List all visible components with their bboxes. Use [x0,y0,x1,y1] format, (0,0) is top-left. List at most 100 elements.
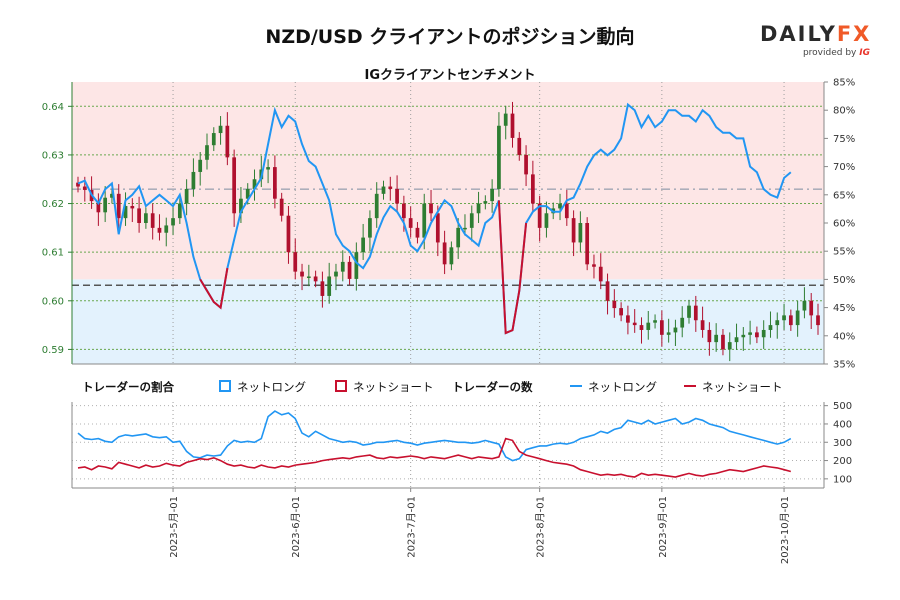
candle-body [157,227,162,233]
candle-body [571,218,576,243]
net-short-count-line [77,437,792,478]
candle-body [422,203,427,238]
long-majority-zone [72,279,824,364]
candle-body [530,174,535,204]
candle-body [727,342,732,350]
candle-body [809,300,814,316]
count-tick-label: 200 [833,456,852,467]
candle-body [103,197,108,213]
percent-tick-label: 50% [833,275,855,286]
candle-body [191,171,196,189]
candle-body [279,198,284,216]
candle-body [320,281,325,296]
candle-body [517,137,522,155]
candle-body [544,213,549,228]
candle-body [361,237,366,253]
percent-tick-label: 85% [833,78,855,89]
candle-body [205,145,209,160]
candle-body [286,215,291,253]
x-tick-label: 2023-9月-01 [657,496,669,558]
candle-body [150,213,155,228]
legend-ratio-short[interactable]: ネットショート [353,380,434,394]
net-short-percent-line [199,267,229,310]
candle-body [598,266,603,282]
candle-body [76,182,80,187]
candle-body [693,305,698,321]
candle-body [123,205,128,219]
legend-ratio-long-swatch [219,380,231,392]
candle-body [490,188,494,202]
candle-body [802,300,807,311]
percent-tick-label: 40% [833,331,855,342]
candle-body [626,315,630,323]
candle-body [354,252,359,279]
legend-count-long[interactable]: ネットロング [588,380,657,394]
candle-body [368,218,372,238]
candle-body [707,329,712,343]
legend-ratio-long[interactable]: ネットロング [237,380,306,394]
candle-body [306,276,311,278]
percent-tick-label: 45% [833,303,855,314]
candle-body [564,203,569,219]
candle-body [510,113,515,138]
candle-body [245,188,250,199]
price-tick-label: 0.62 [42,199,64,210]
candle-body [700,320,705,330]
percent-tick-label: 60% [833,219,855,230]
candle-body [137,208,141,223]
candle-body [144,213,148,223]
logo-text-b: FX [836,22,872,46]
candle-body [171,218,175,226]
candle-body [558,203,562,209]
net-long-percent-line [77,102,792,335]
count-tick-label: 500 [833,401,852,412]
price-tick-label: 0.59 [42,345,64,356]
candle-body [646,322,651,330]
candle-body [456,227,461,248]
candle-body [334,271,338,277]
candle-body [449,247,454,265]
candle-body [687,305,691,318]
trader-count-panel: 100 200 300 400 500 2023-5月-01 2023-6月-01 2023-… [71,401,852,564]
candle-body [605,281,610,301]
candle-body [408,218,413,228]
candle-body [734,337,739,343]
candle-body [381,186,386,194]
candle-body [239,198,243,214]
candle-body [497,125,501,189]
candle-body [266,167,270,170]
legend-ratio-title: トレーダーの割合 [82,380,174,394]
candle-body [578,223,583,243]
logo-text-a: DAILY [760,22,837,46]
candle-body [225,125,230,158]
legend-count-short[interactable]: ネットショート [702,380,783,394]
legend: トレーダーの割合 ネットロング ネットショート トレーダーの数 ネットロング ネ… [82,380,783,394]
candle-body [164,225,169,233]
candle-body [429,203,433,214]
candle-body [340,261,345,272]
candle-body [768,325,773,330]
candle-body [680,317,685,328]
candle-body [435,213,440,243]
percent-tick-label: 80% [833,106,855,117]
candle-body [761,329,766,338]
candle-body [252,179,257,189]
candle-body [775,320,780,326]
price-tick-label: 0.60 [42,296,64,307]
short-majority-zone [72,82,824,280]
candle-body [198,159,203,172]
dailyfx-logo[interactable]: DAILYFX provided by IG [760,22,870,58]
candle-body [816,315,820,326]
candle-body [619,308,623,316]
candle-body [483,201,488,204]
candle-body [388,186,393,189]
candle-body [395,188,399,204]
price-tick-label: 0.61 [42,248,64,259]
price-tick-label: 0.63 [42,150,64,161]
candle-body [218,125,223,134]
candle-body [632,322,637,326]
candle-body [524,154,528,175]
candle-body [347,261,352,279]
price-sentiment-panel: 0.59 0.60 0.61 0.62 0.63 0.64 35% 40% 45% 50% 55% 6… [42,78,856,371]
